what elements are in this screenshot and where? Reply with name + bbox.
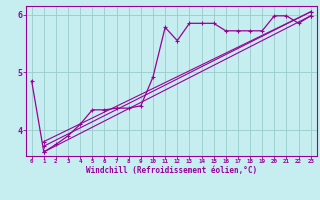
X-axis label: Windchill (Refroidissement éolien,°C): Windchill (Refroidissement éolien,°C) [86, 166, 257, 175]
